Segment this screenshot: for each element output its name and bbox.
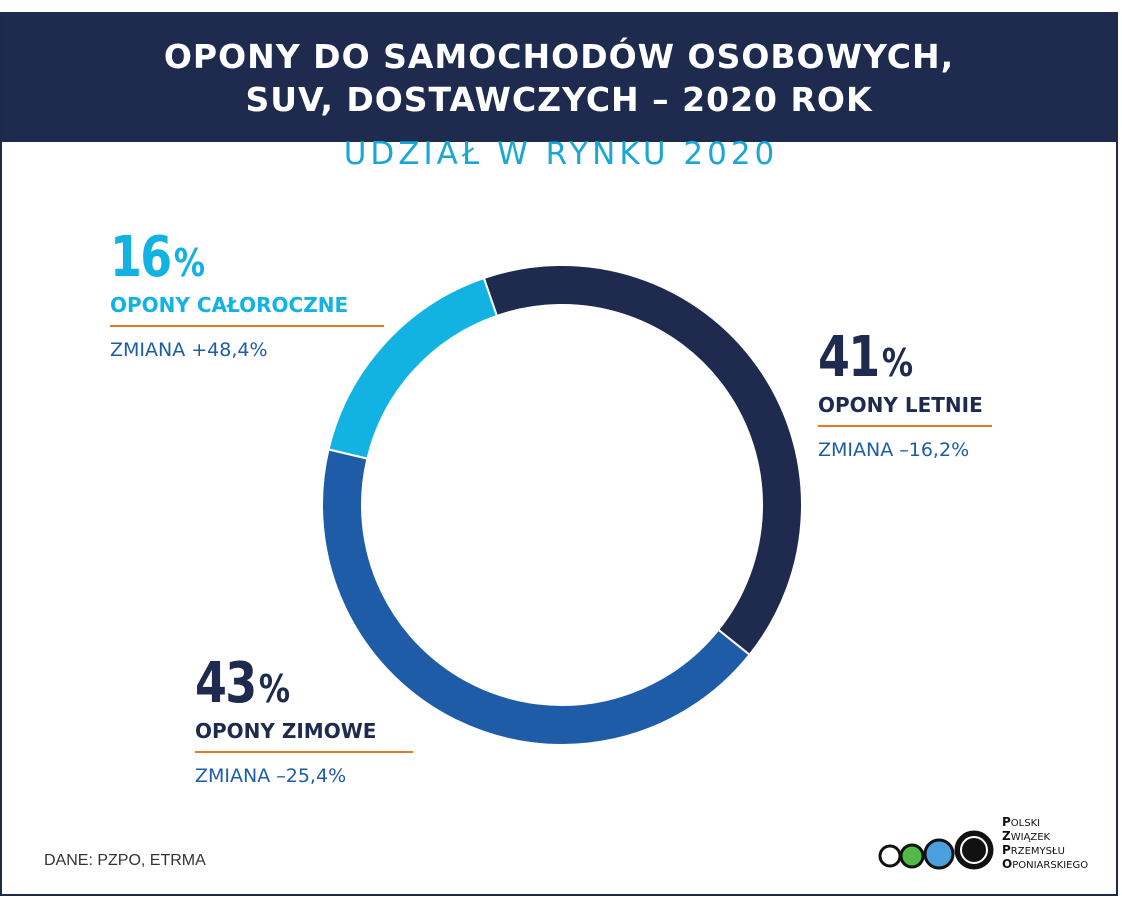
pct-summer-unit: % <box>881 341 913 385</box>
label-winter: 43% OPONY ZIMOWE ZMIANA –25,4% <box>195 654 413 787</box>
header: OPONY DO SAMOCHODÓW OSOBOWYCH, SUV, DOST… <box>2 14 1116 142</box>
chart-subtitle: UDZIAŁ W RYNKU 2020 <box>343 136 779 172</box>
pct-winter-value: 43 <box>195 651 257 716</box>
logo-line: PRZEMYSŁU <box>1002 843 1065 857</box>
title-line-1: OPONY DO SAMOCHODÓW OSOBOWYCH, <box>163 37 955 76</box>
name-summer: OPONY LETNIE <box>818 393 992 427</box>
title-line-2: SUV, DOSTAWCZYCH – 2020 ROK <box>245 80 873 119</box>
name-winter: OPONY ZIMOWE <box>195 719 413 753</box>
logo-line: POLSKI <box>1002 815 1041 829</box>
pct-allseason-unit: % <box>173 241 205 285</box>
change-allseason: ZMIANA +48,4% <box>110 339 268 361</box>
infographic-frame: OPONY DO SAMOCHODÓW OSOBOWYCH, SUV, DOST… <box>0 12 1118 896</box>
change-summer: ZMIANA –16,2% <box>818 439 970 461</box>
pct-allseason: 16% <box>110 228 335 293</box>
name-allseason: OPONY CAŁOROCZNE <box>110 293 384 327</box>
pzpo-logo-text: POLSKI ZWIĄZEK PRZEMYSŁU OPONIARSKIEGO <box>1002 816 1088 872</box>
logo-line: OPONIARSKIEGO <box>1002 857 1089 871</box>
slice-winter <box>321 448 751 746</box>
slice-summer <box>482 264 803 657</box>
data-source: DANE: PZPO, ETRMA <box>44 852 206 869</box>
pzpo-logo-icon <box>878 830 994 870</box>
pct-summer-value: 41 <box>818 325 880 390</box>
slice-allseason <box>327 276 499 460</box>
pct-allseason-value: 16 <box>110 225 172 290</box>
pct-summer: 41% <box>818 328 961 393</box>
pct-winter: 43% <box>195 654 374 719</box>
label-allseason: 16% OPONY CAŁOROCZNE ZMIANA +48,4% <box>110 228 384 361</box>
label-summer: 41% OPONY LETNIE ZMIANA –16,2% <box>818 328 992 461</box>
logo-line: ZWIĄZEK <box>1002 829 1051 843</box>
pct-winter-unit: % <box>258 667 290 711</box>
change-winter: ZMIANA –25,4% <box>195 765 347 787</box>
